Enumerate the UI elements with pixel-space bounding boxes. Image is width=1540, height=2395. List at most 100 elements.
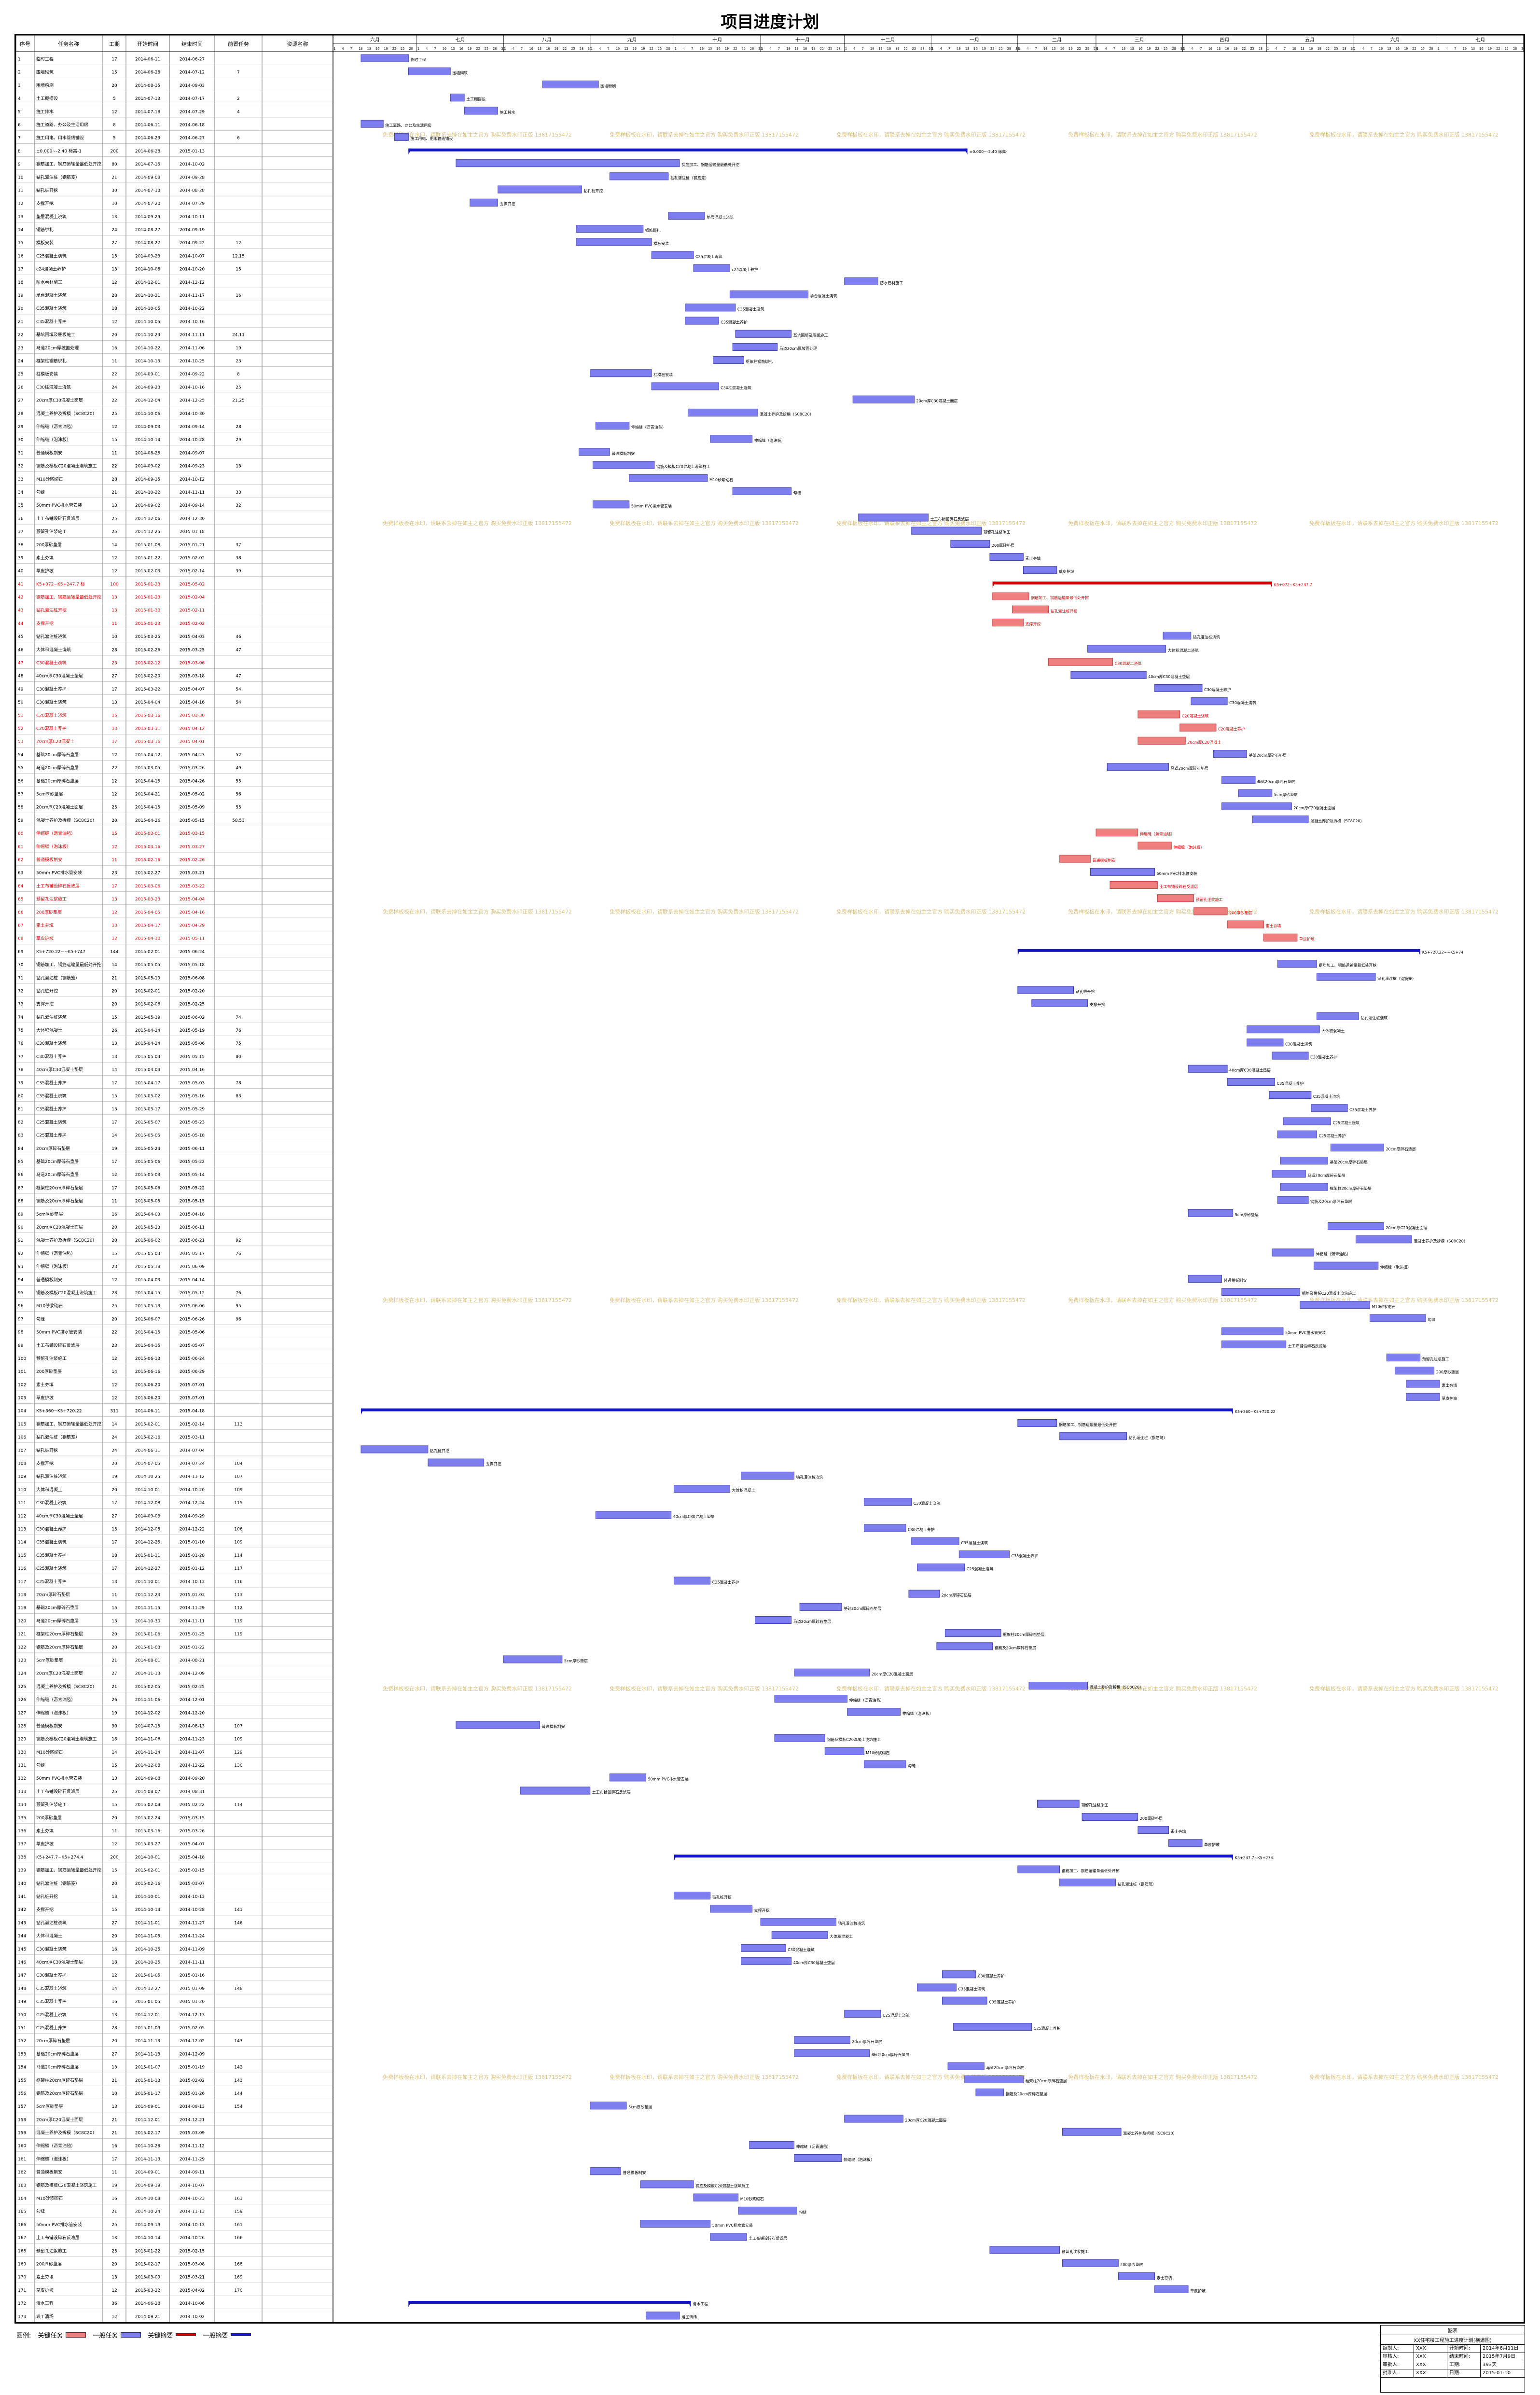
- task-name: C25混凝土养护: [36, 1578, 67, 1584]
- table-cell: 2015-01-22: [135, 2249, 160, 2254]
- bar-label: C20混凝土浇筑: [1182, 713, 1209, 718]
- table-cell: 41: [18, 582, 23, 587]
- table-cell: 15: [111, 438, 117, 443]
- table-cell: 11: [111, 622, 117, 626]
- table-cell: 2015-04-12: [180, 727, 205, 732]
- task-name: 200厚砂垫层: [36, 2261, 62, 2267]
- bar-label: 伸缩缝（泡沫板）: [1380, 1265, 1411, 1270]
- day-tick-label: 10: [1379, 47, 1383, 51]
- task-bar: [1221, 1327, 1284, 1335]
- task-bar: [1370, 1314, 1426, 1322]
- table-cell: 39: [236, 569, 241, 574]
- day-tick-label: 28: [1094, 47, 1097, 51]
- table-cell: 89: [18, 1212, 24, 1217]
- task-bar: [1272, 1052, 1309, 1060]
- table-cell: 172: [18, 2301, 26, 2306]
- bar-label: 围墙粉刷: [600, 83, 616, 88]
- table-cell: 2015-05-15: [180, 818, 205, 823]
- table-cell: 10: [18, 175, 24, 180]
- day-tick-label: 31: [1015, 47, 1019, 51]
- task-bar: [674, 1577, 711, 1585]
- table-cell: 2015-04-17: [135, 923, 160, 928]
- table-cell: 2014-12-27: [135, 1986, 160, 1991]
- table-cell: 2015-04-03: [135, 1212, 160, 1217]
- table-cell: 2015-06-16: [135, 1370, 161, 1374]
- task-name: 伸缩缝（泡沫板）: [36, 437, 71, 443]
- table-cell: 2015-02-27: [135, 871, 160, 876]
- table-cell: 17: [111, 1120, 117, 1125]
- table-cell: 113: [18, 1527, 26, 1532]
- table-cell: 2015-01-13: [180, 149, 205, 154]
- task-bar: [1188, 1209, 1234, 1217]
- bar-label: 防水卷材施工: [880, 280, 903, 285]
- table-cell: 12: [111, 844, 117, 849]
- column-header: 开始时间: [137, 41, 158, 47]
- table-cell: 13: [111, 2236, 117, 2241]
- task-bar: [609, 1773, 647, 1782]
- table-cell: 2014-10-28: [135, 2144, 161, 2149]
- bar-label: 支撑开挖: [754, 1908, 770, 1912]
- table-cell: 2014-11-15: [135, 1606, 160, 1611]
- table-cell: 2015-05-02: [135, 1094, 160, 1099]
- table-cell: 2015-02-12: [135, 661, 160, 666]
- summary-cap: [1417, 949, 1420, 955]
- table-cell: 170: [234, 2288, 242, 2293]
- bar-label: C25混凝土浇筑: [1332, 1121, 1360, 1125]
- day-tick-label: 19: [895, 47, 899, 51]
- table-cell: 13: [111, 2013, 117, 2018]
- task-bar: [1247, 1038, 1284, 1047]
- table-cell: 26: [111, 1028, 117, 1033]
- day-tick-label: 22: [649, 47, 653, 51]
- table-cell: 14: [111, 1068, 117, 1073]
- table-cell: 2014-06-11: [135, 57, 160, 62]
- table-cell: 13: [111, 2065, 117, 2070]
- table-cell: 119: [234, 1619, 242, 1624]
- table-cell: 2015-05-14: [180, 1173, 205, 1177]
- task-bar: [992, 592, 1029, 600]
- day-tick-label: 16: [973, 47, 977, 51]
- day-tick-label: 13: [1130, 47, 1134, 51]
- day-tick-label: 28: [836, 47, 840, 51]
- table-cell: 18: [111, 1960, 117, 1965]
- table-cell: 2015-04-21: [135, 792, 160, 797]
- table-cell: 2015-01-05: [135, 2000, 160, 2005]
- table-cell: 16: [111, 346, 117, 351]
- day-tick-label: 31: [758, 47, 762, 51]
- table-cell: 2014-11-11: [180, 1619, 205, 1624]
- day-tick-label: 28: [409, 47, 413, 51]
- table-cell: 70: [18, 963, 24, 968]
- table-cell: 2015-05-19: [135, 976, 161, 981]
- table-cell: 28: [111, 477, 117, 482]
- bar-label: 钢筋加工、钢筋运输量最低处开挖: [1062, 1869, 1120, 1873]
- table-cell: 200: [110, 1855, 118, 1860]
- table-cell: 2015-03-09: [135, 2275, 161, 2280]
- table-cell: 16: [236, 293, 241, 298]
- task-name: 钢筋及模板C20混凝土浇筑施工: [36, 463, 97, 469]
- table-cell: 69: [18, 950, 24, 955]
- day-tick-label: 7: [1370, 47, 1372, 51]
- table-cell: 54: [236, 700, 241, 705]
- table-cell: 2015-06-24: [180, 1357, 205, 1361]
- table-cell: 61: [18, 844, 23, 849]
- table-cell: 45: [18, 635, 23, 639]
- table-cell: 2014-09-02: [135, 464, 160, 469]
- task-name: K5+360~K5+720.22: [36, 1409, 82, 1414]
- task-name: C35混凝土浇筑: [36, 1539, 67, 1545]
- table-cell: 20: [111, 2039, 117, 2044]
- table-cell: 18: [111, 1553, 117, 1558]
- table-cell: 20: [111, 1632, 117, 1637]
- table-cell: 2014-10-08: [135, 2197, 161, 2201]
- table-cell: 11: [111, 1592, 117, 1597]
- table-cell: 114: [234, 1803, 242, 1808]
- month-label: 八月: [542, 37, 552, 43]
- month-label: 四月: [1220, 37, 1229, 43]
- table-cell: 2015-02-02: [180, 2078, 205, 2083]
- day-tick-label: 22: [1155, 47, 1159, 51]
- table-cell: 19: [111, 2183, 117, 2188]
- task-name: 混凝土养护及拆模（SC8C20）: [36, 817, 97, 823]
- table-cell: 2014-12-27: [135, 1566, 160, 1571]
- day-tick-label: 31: [1180, 47, 1184, 51]
- table-cell: 116: [18, 1566, 26, 1571]
- table-cell: 98: [18, 1330, 24, 1335]
- day-tick-label: 16: [546, 47, 550, 51]
